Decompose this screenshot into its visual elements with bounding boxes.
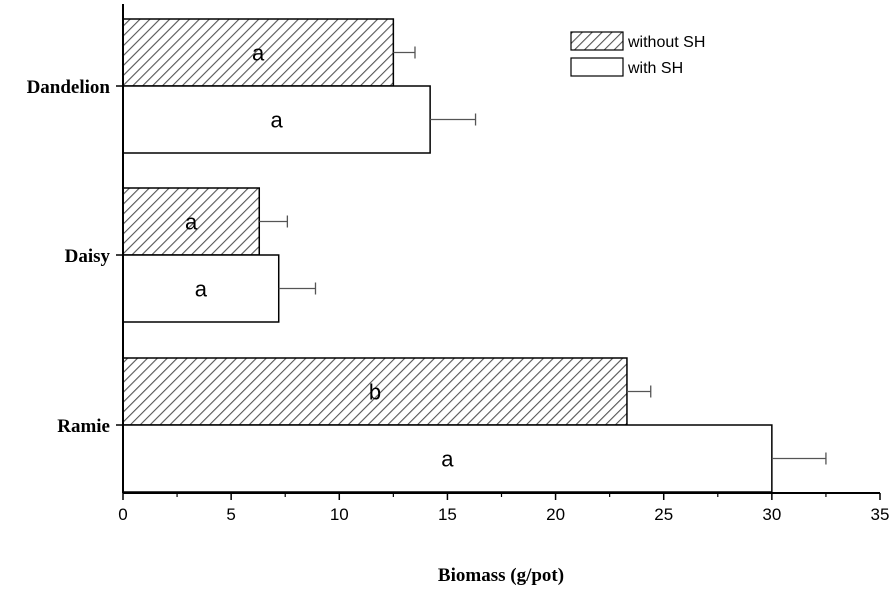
x-tick-label: 30	[762, 505, 781, 524]
bars-layer: a a a a b a	[122, 18, 827, 493]
bar	[122, 18, 395, 87]
legend-swatch	[570, 31, 624, 51]
bar	[122, 254, 280, 323]
bar	[122, 357, 628, 426]
x-tick-label: 15	[438, 505, 457, 524]
x-axis-label: Biomass (g/pot)	[438, 565, 564, 586]
significance-label: a	[195, 277, 208, 302]
significance-label: b	[369, 380, 381, 405]
category-label: Dandelion	[27, 77, 111, 98]
axes-layer: Dandelion Daisy Ramie 0 5 10 15 20 25 30 35	[27, 4, 890, 524]
bar	[122, 187, 261, 256]
bar	[122, 85, 431, 154]
legend-label: without SH	[627, 34, 705, 51]
category-label: Ramie	[57, 416, 110, 437]
x-tick-label: 10	[330, 505, 349, 524]
significance-label: a	[270, 108, 283, 133]
legend-swatch	[570, 57, 624, 77]
bar	[122, 424, 773, 493]
x-tick-label: 0	[118, 505, 127, 524]
x-tick-label: 20	[546, 505, 565, 524]
category-label: Daisy	[65, 246, 111, 267]
significance-label: a	[252, 41, 265, 66]
x-tick-label: 35	[871, 505, 890, 524]
x-tick-label: 25	[654, 505, 673, 524]
legend-label: with SH	[627, 60, 683, 77]
significance-label: a	[441, 447, 454, 472]
legend: without SH with SH	[570, 31, 705, 77]
x-tick-label: 5	[226, 505, 235, 524]
significance-label: a	[185, 210, 198, 235]
